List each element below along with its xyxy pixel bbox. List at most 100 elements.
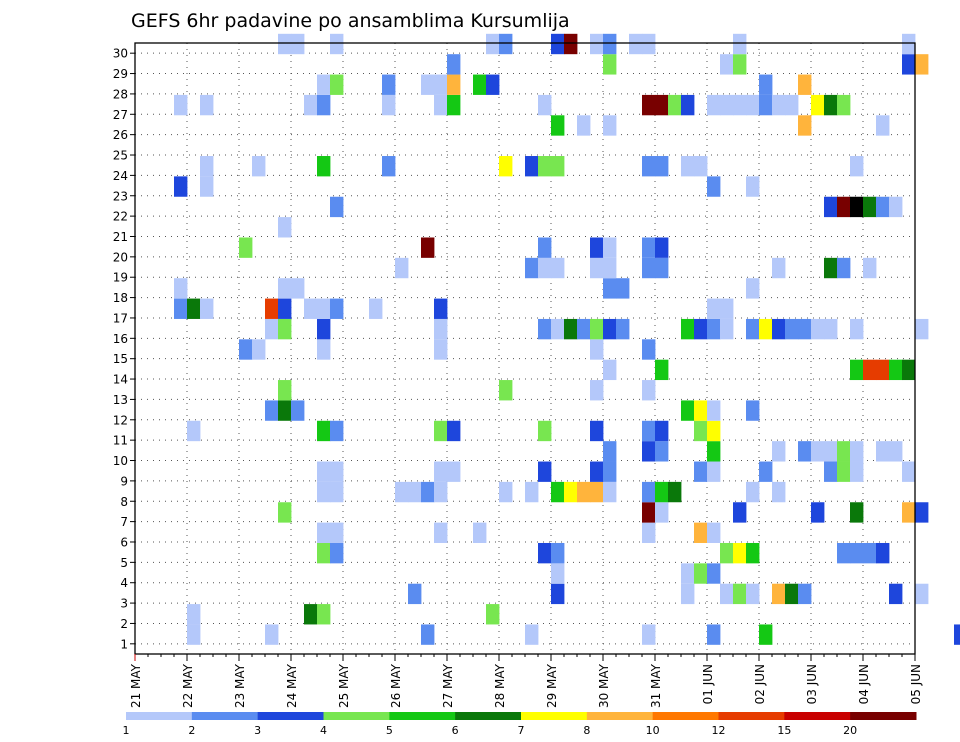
heatmap-cell: [642, 94, 656, 116]
x-tick-label: 27 MAY: [441, 663, 455, 708]
y-tick-label: 30: [113, 47, 128, 61]
x-axis-ticks: 21 MAY 22 MAY 23 MAY 24 MAY 25 MAY 26 MAY 27 M…: [129, 654, 923, 708]
heatmap-cell: [174, 176, 188, 197]
y-tick-label: 10: [113, 454, 128, 468]
colorbar-label: 6: [452, 724, 459, 737]
x-tick-label: 23 MAY: [233, 663, 247, 708]
colorbar-label: 4: [320, 724, 327, 737]
heatmap-cell: [850, 196, 864, 218]
x-tick-label: 01 JUN: [701, 664, 715, 704]
heatmap-cell: [486, 33, 500, 55]
heatmap-cell: [434, 318, 448, 340]
heatmap-cell: [187, 298, 201, 319]
heatmap-cell: [850, 156, 864, 177]
x-tick-label: 21 MAY: [129, 663, 143, 708]
heatmap-cell: [590, 237, 604, 258]
heatmap-cell: [694, 156, 708, 177]
heatmap-cell: [642, 156, 656, 177]
x-tick-label: 22 MAY: [181, 663, 195, 708]
heatmap-cell: [434, 420, 448, 442]
heatmap-cell: [629, 33, 643, 55]
heatmap-cell: [603, 461, 617, 482]
heatmap-cell: [902, 33, 916, 55]
heatmap-cell: [499, 481, 513, 503]
heatmap-cell: [551, 563, 565, 584]
heatmap-cell: [798, 318, 812, 340]
heatmap-cell: [850, 359, 864, 381]
heatmap-cell: [590, 318, 604, 340]
heatmap-cell: [174, 278, 188, 299]
heatmap-cell: [278, 298, 292, 319]
heatmap-cell: [434, 298, 448, 319]
heatmap-cell: [304, 298, 318, 319]
heatmap-cell: [889, 359, 903, 381]
heatmap-cell: [278, 278, 292, 299]
heatmap-cell: [551, 542, 565, 564]
heatmap-cell: [603, 359, 617, 381]
heatmap-cell: [551, 33, 565, 55]
heatmap-cell: [798, 583, 812, 605]
heatmap-cell: [720, 542, 734, 564]
heatmap-cell: [876, 542, 890, 564]
y-tick-label: 27: [113, 108, 128, 122]
heatmap-cell: [720, 318, 734, 340]
heatmap-cell: [746, 94, 760, 116]
heatmap-cell: [421, 481, 435, 503]
heatmap-cell: [252, 339, 266, 360]
heatmap-cell: [642, 380, 656, 401]
heatmap-cell: [447, 420, 461, 442]
heatmap-cell: [889, 583, 903, 605]
heatmap-cell: [707, 298, 721, 319]
heatmap-cell: [330, 481, 344, 503]
heatmap-cell: [395, 481, 409, 503]
colorbar-label: 1: [123, 724, 130, 737]
heatmap-cell: [681, 156, 695, 177]
y-tick-label: 28: [113, 87, 128, 101]
x-tick-label: 26 MAY: [389, 663, 403, 708]
heatmap-cell: [447, 74, 461, 95]
heatmap-cell: [252, 156, 266, 177]
heatmap-cell: [746, 278, 760, 299]
heatmap-cell: [655, 420, 669, 442]
heatmap-cell: [408, 481, 422, 503]
heatmap-cell: [720, 298, 734, 319]
heatmap-cell: [421, 237, 435, 258]
heatmap-cell: [642, 339, 656, 360]
heatmap-cell: [200, 176, 214, 197]
heatmap-cell: [434, 522, 448, 543]
x-tick-label: 28 MAY: [493, 663, 507, 708]
heatmap-cell: [915, 54, 929, 75]
heatmap-cell: [174, 298, 188, 319]
heatmap-cell: [863, 542, 877, 564]
y-tick-label: 17: [113, 311, 128, 325]
colorbar-swatch: [257, 712, 324, 720]
y-tick-label: 9: [120, 474, 128, 488]
heatmap-cell: [876, 115, 890, 136]
heatmap-cell: [317, 420, 331, 442]
heatmap-cell: [733, 54, 747, 75]
colorbar-swatch: [850, 712, 917, 720]
heatmap-cell: [499, 380, 513, 401]
heatmap-cell: [850, 502, 864, 523]
heatmap-cell: [720, 583, 734, 605]
heatmap-cell: [746, 400, 760, 421]
heatmap-cell: [785, 94, 799, 116]
y-tick-label: 7: [120, 515, 128, 529]
heatmap-cell: [954, 624, 960, 645]
heatmap-cell: [850, 542, 864, 564]
heatmap-cell: [330, 522, 344, 543]
heatmap-cell: [642, 441, 656, 462]
heatmap-cell: [330, 542, 344, 564]
heatmap-cell: [278, 380, 292, 401]
heatmap-cell: [876, 441, 890, 462]
y-tick-label: 22: [113, 210, 128, 224]
heatmap-cell: [590, 481, 604, 503]
heatmap-cell: [902, 502, 916, 523]
heatmap-cell: [837, 542, 851, 564]
heatmap-cell: [746, 481, 760, 503]
heatmap-cell: [317, 156, 331, 177]
heatmap-cell: [590, 257, 604, 279]
colorbar-label: 7: [518, 724, 525, 737]
heatmap-cell: [499, 156, 513, 177]
colorbar-swatch: [784, 712, 851, 720]
